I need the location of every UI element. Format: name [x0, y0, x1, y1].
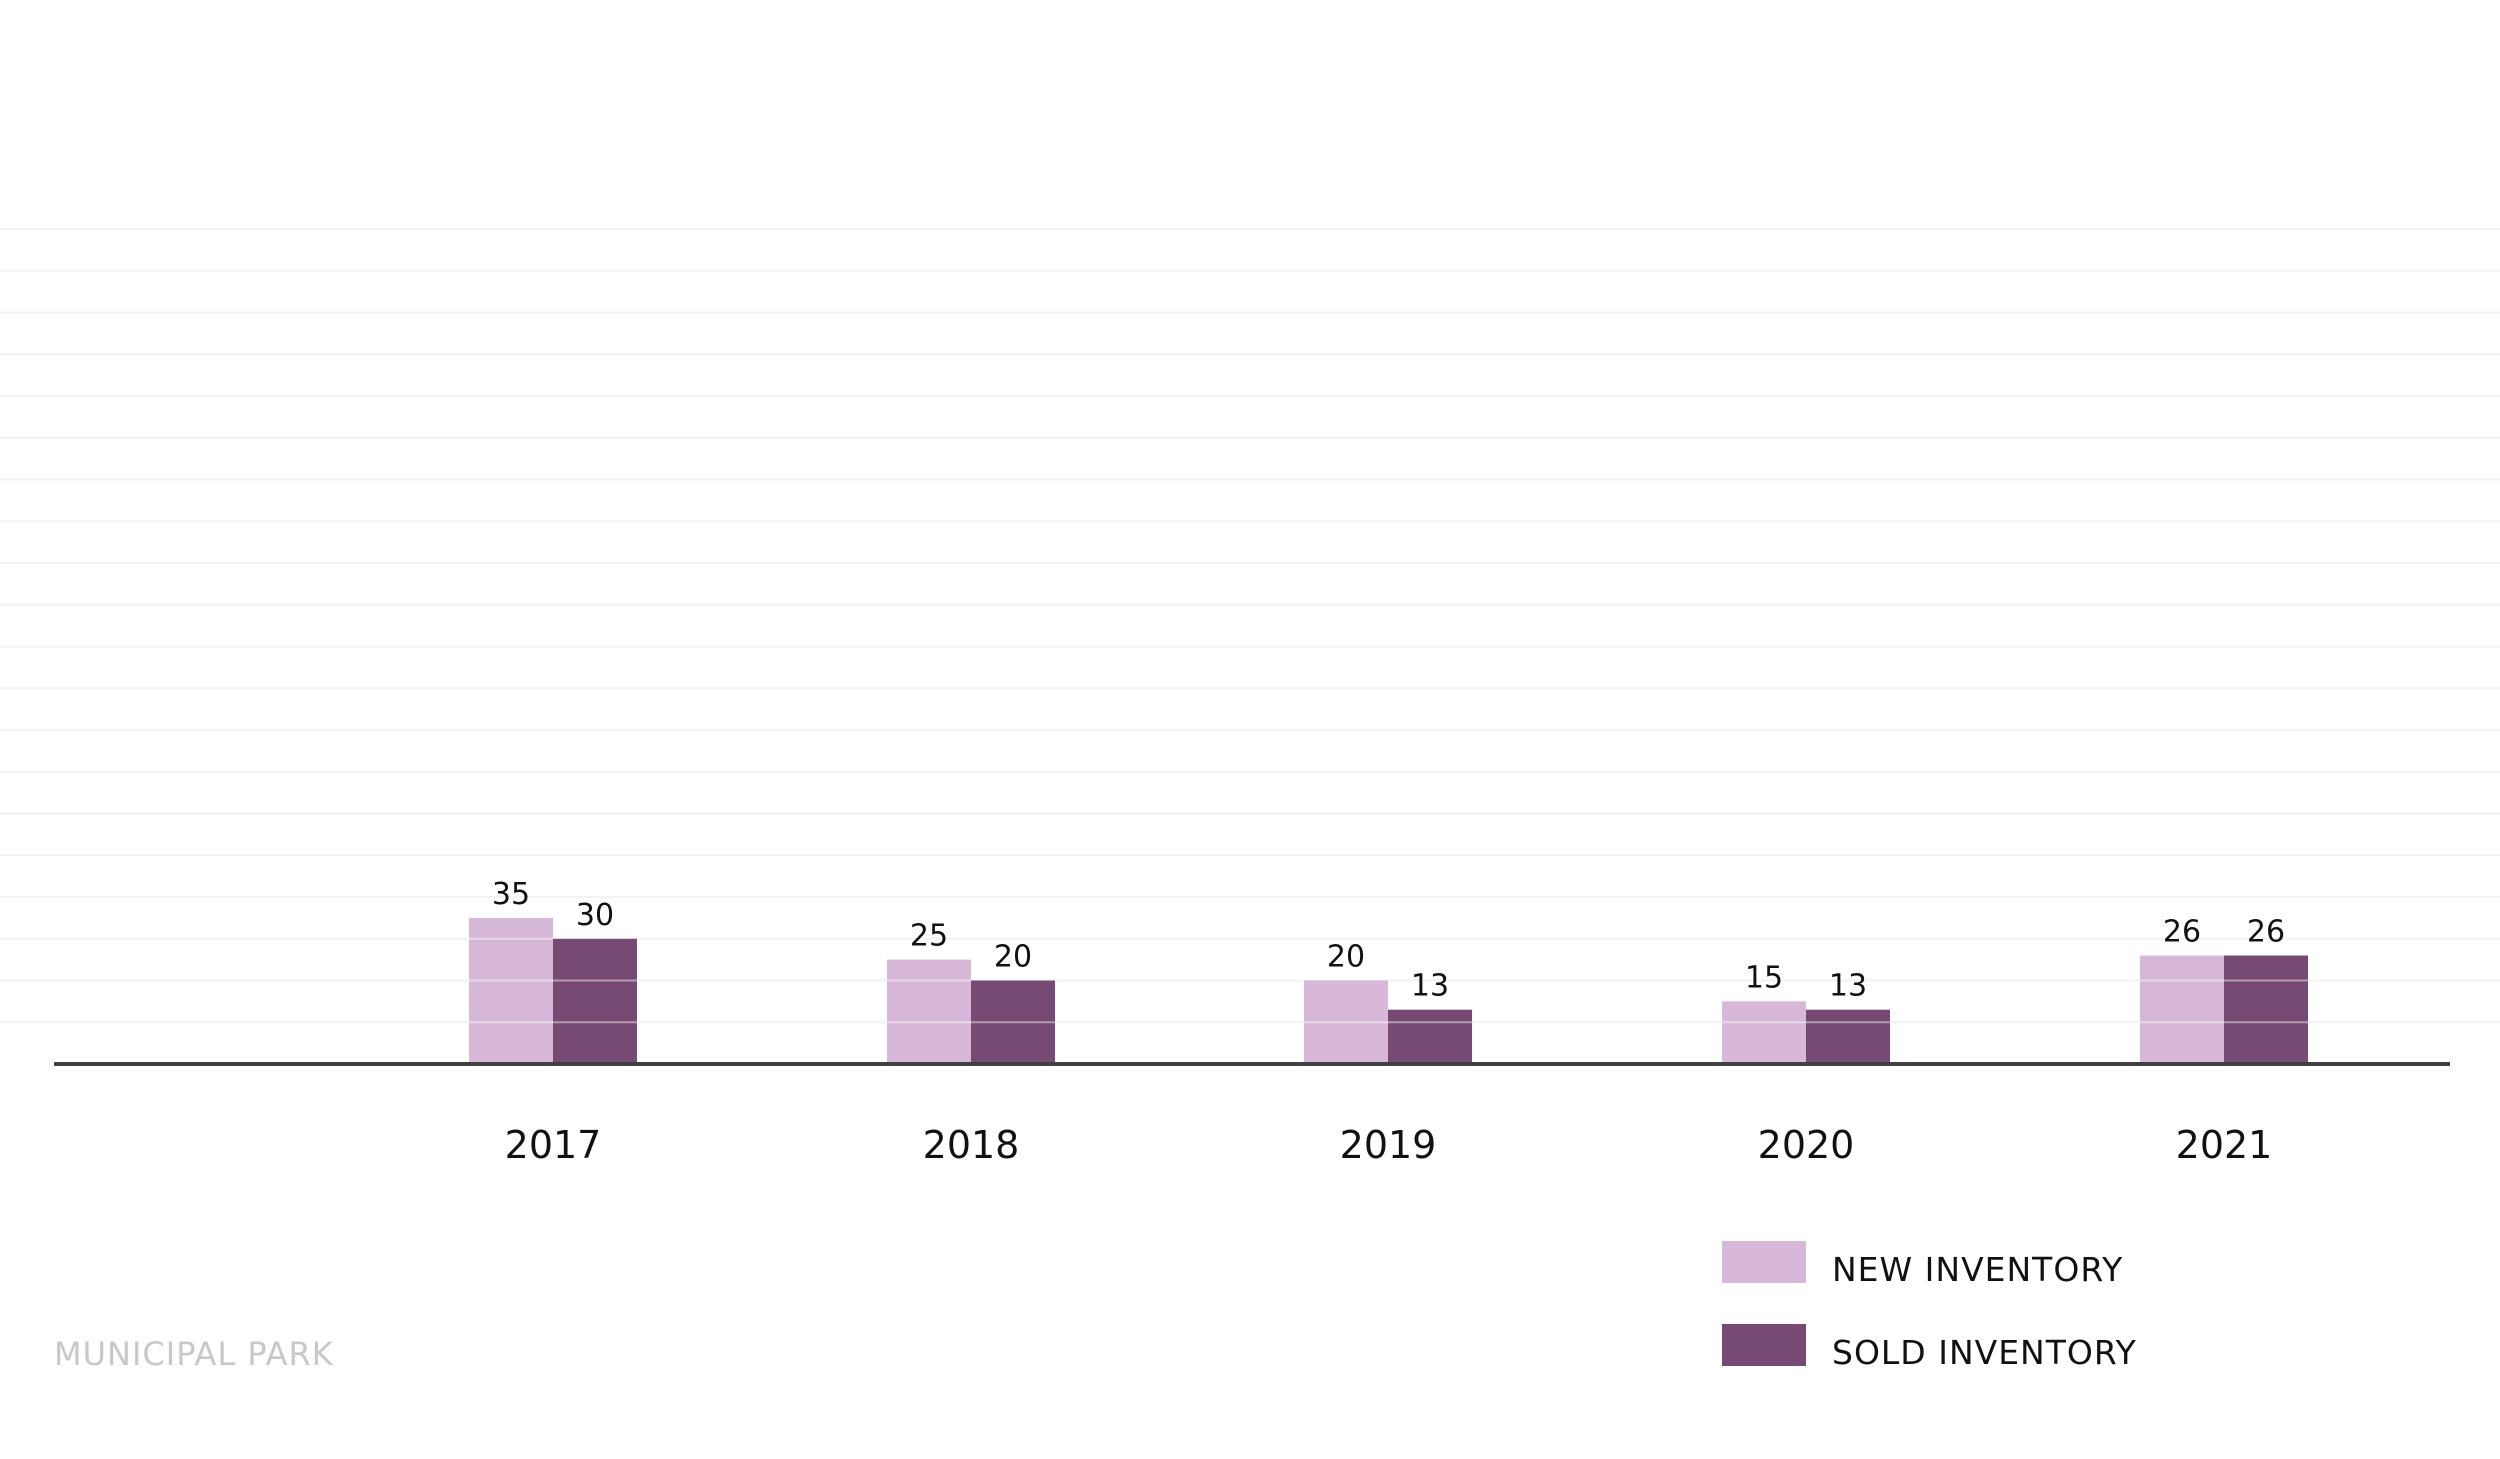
data-label-sold-inventory-2021: 26 [2247, 915, 2285, 950]
gridlines [0, 228, 2500, 1024]
bar-sold-inventory-2017 [553, 938, 637, 1065]
data-label-sold-inventory-2018: 20 [994, 940, 1032, 975]
bar-sold-inventory-2021 [2224, 955, 2308, 1064]
bar-sold-inventory-2020 [1806, 1009, 1890, 1064]
legend-item-new-inventory: NEW INVENTORY [1722, 1240, 2137, 1289]
bar-sold-inventory-2018 [971, 980, 1055, 1064]
data-label-sold-inventory-2017: 30 [576, 898, 614, 933]
bar-new-inventory-2017 [469, 917, 553, 1064]
legend-swatch-new-inventory [1722, 1241, 1806, 1283]
legend-item-sold-inventory: SOLD INVENTORY [1722, 1323, 2137, 1372]
footer-brand: MUNICIPAL PARK [54, 1335, 334, 1373]
legend-label-new-inventory: NEW INVENTORY [1832, 1249, 2124, 1289]
x-tick-label-2020: 2020 [1758, 1123, 1855, 1167]
data-label-sold-inventory-2019: 13 [1411, 969, 1449, 1004]
data-label-sold-inventory-2020: 13 [1829, 969, 1867, 1004]
data-label-new-inventory-2021: 26 [2163, 915, 2201, 950]
x-tick-label-2019: 2019 [1340, 1123, 1437, 1167]
bar-new-inventory-2020 [1722, 1001, 1806, 1064]
bar-new-inventory-2019 [1304, 980, 1388, 1064]
data-label-new-inventory-2019: 20 [1327, 940, 1365, 975]
x-tick-labels: 2017 2018 2019 2020 2021 [505, 1123, 2273, 1167]
data-label-new-inventory-2017: 35 [492, 877, 530, 912]
data-label-new-inventory-2020: 15 [1745, 960, 1783, 995]
bar-new-inventory-2021 [2140, 955, 2224, 1064]
bars [469, 917, 2308, 1065]
x-tick-label-2017: 2017 [505, 1123, 602, 1167]
legend-label-sold-inventory: SOLD INVENTORY [1832, 1332, 2137, 1372]
legend: NEW INVENTORY SOLD INVENTORY [1722, 1240, 2137, 1406]
x-tick-label-2021: 2021 [2176, 1123, 2273, 1167]
bar-new-inventory-2018 [887, 959, 971, 1064]
bar-sold-inventory-2019 [1388, 1009, 1472, 1064]
x-tick-label-2018: 2018 [923, 1123, 1020, 1167]
data-labels: 35 25 20 15 26 30 20 13 13 26 [492, 877, 2285, 1004]
legend-swatch-sold-inventory [1722, 1324, 1806, 1366]
data-label-new-inventory-2018: 25 [910, 919, 948, 954]
